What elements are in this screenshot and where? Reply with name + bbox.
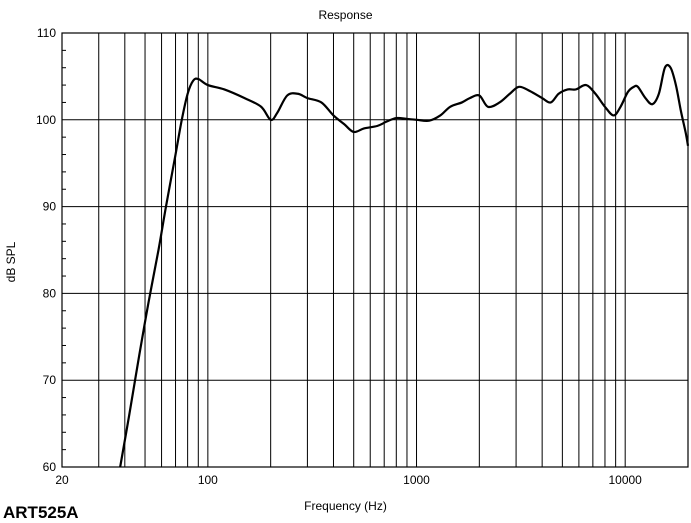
x-tick-label: 100 <box>198 473 218 487</box>
x-tick-label: 10000 <box>608 473 642 487</box>
y-axis-label: dB SPL <box>4 241 18 283</box>
y-tick-label: 100 <box>36 113 56 127</box>
y-tick-label: 70 <box>43 373 57 387</box>
y-tick-label: 110 <box>37 26 56 40</box>
chart-title: Response <box>318 8 373 22</box>
x-axis-label: Frequency (Hz) <box>304 499 387 513</box>
y-tick-label: 60 <box>43 460 57 474</box>
y-tick-label: 80 <box>43 286 57 300</box>
model-label: ART525A <box>3 503 79 522</box>
response-curve <box>119 63 690 468</box>
x-tick-label: 1000 <box>403 473 430 487</box>
plot-frame <box>61 32 689 468</box>
y-tick-label: 90 <box>43 200 57 214</box>
x-tick-label: 20 <box>55 473 69 487</box>
